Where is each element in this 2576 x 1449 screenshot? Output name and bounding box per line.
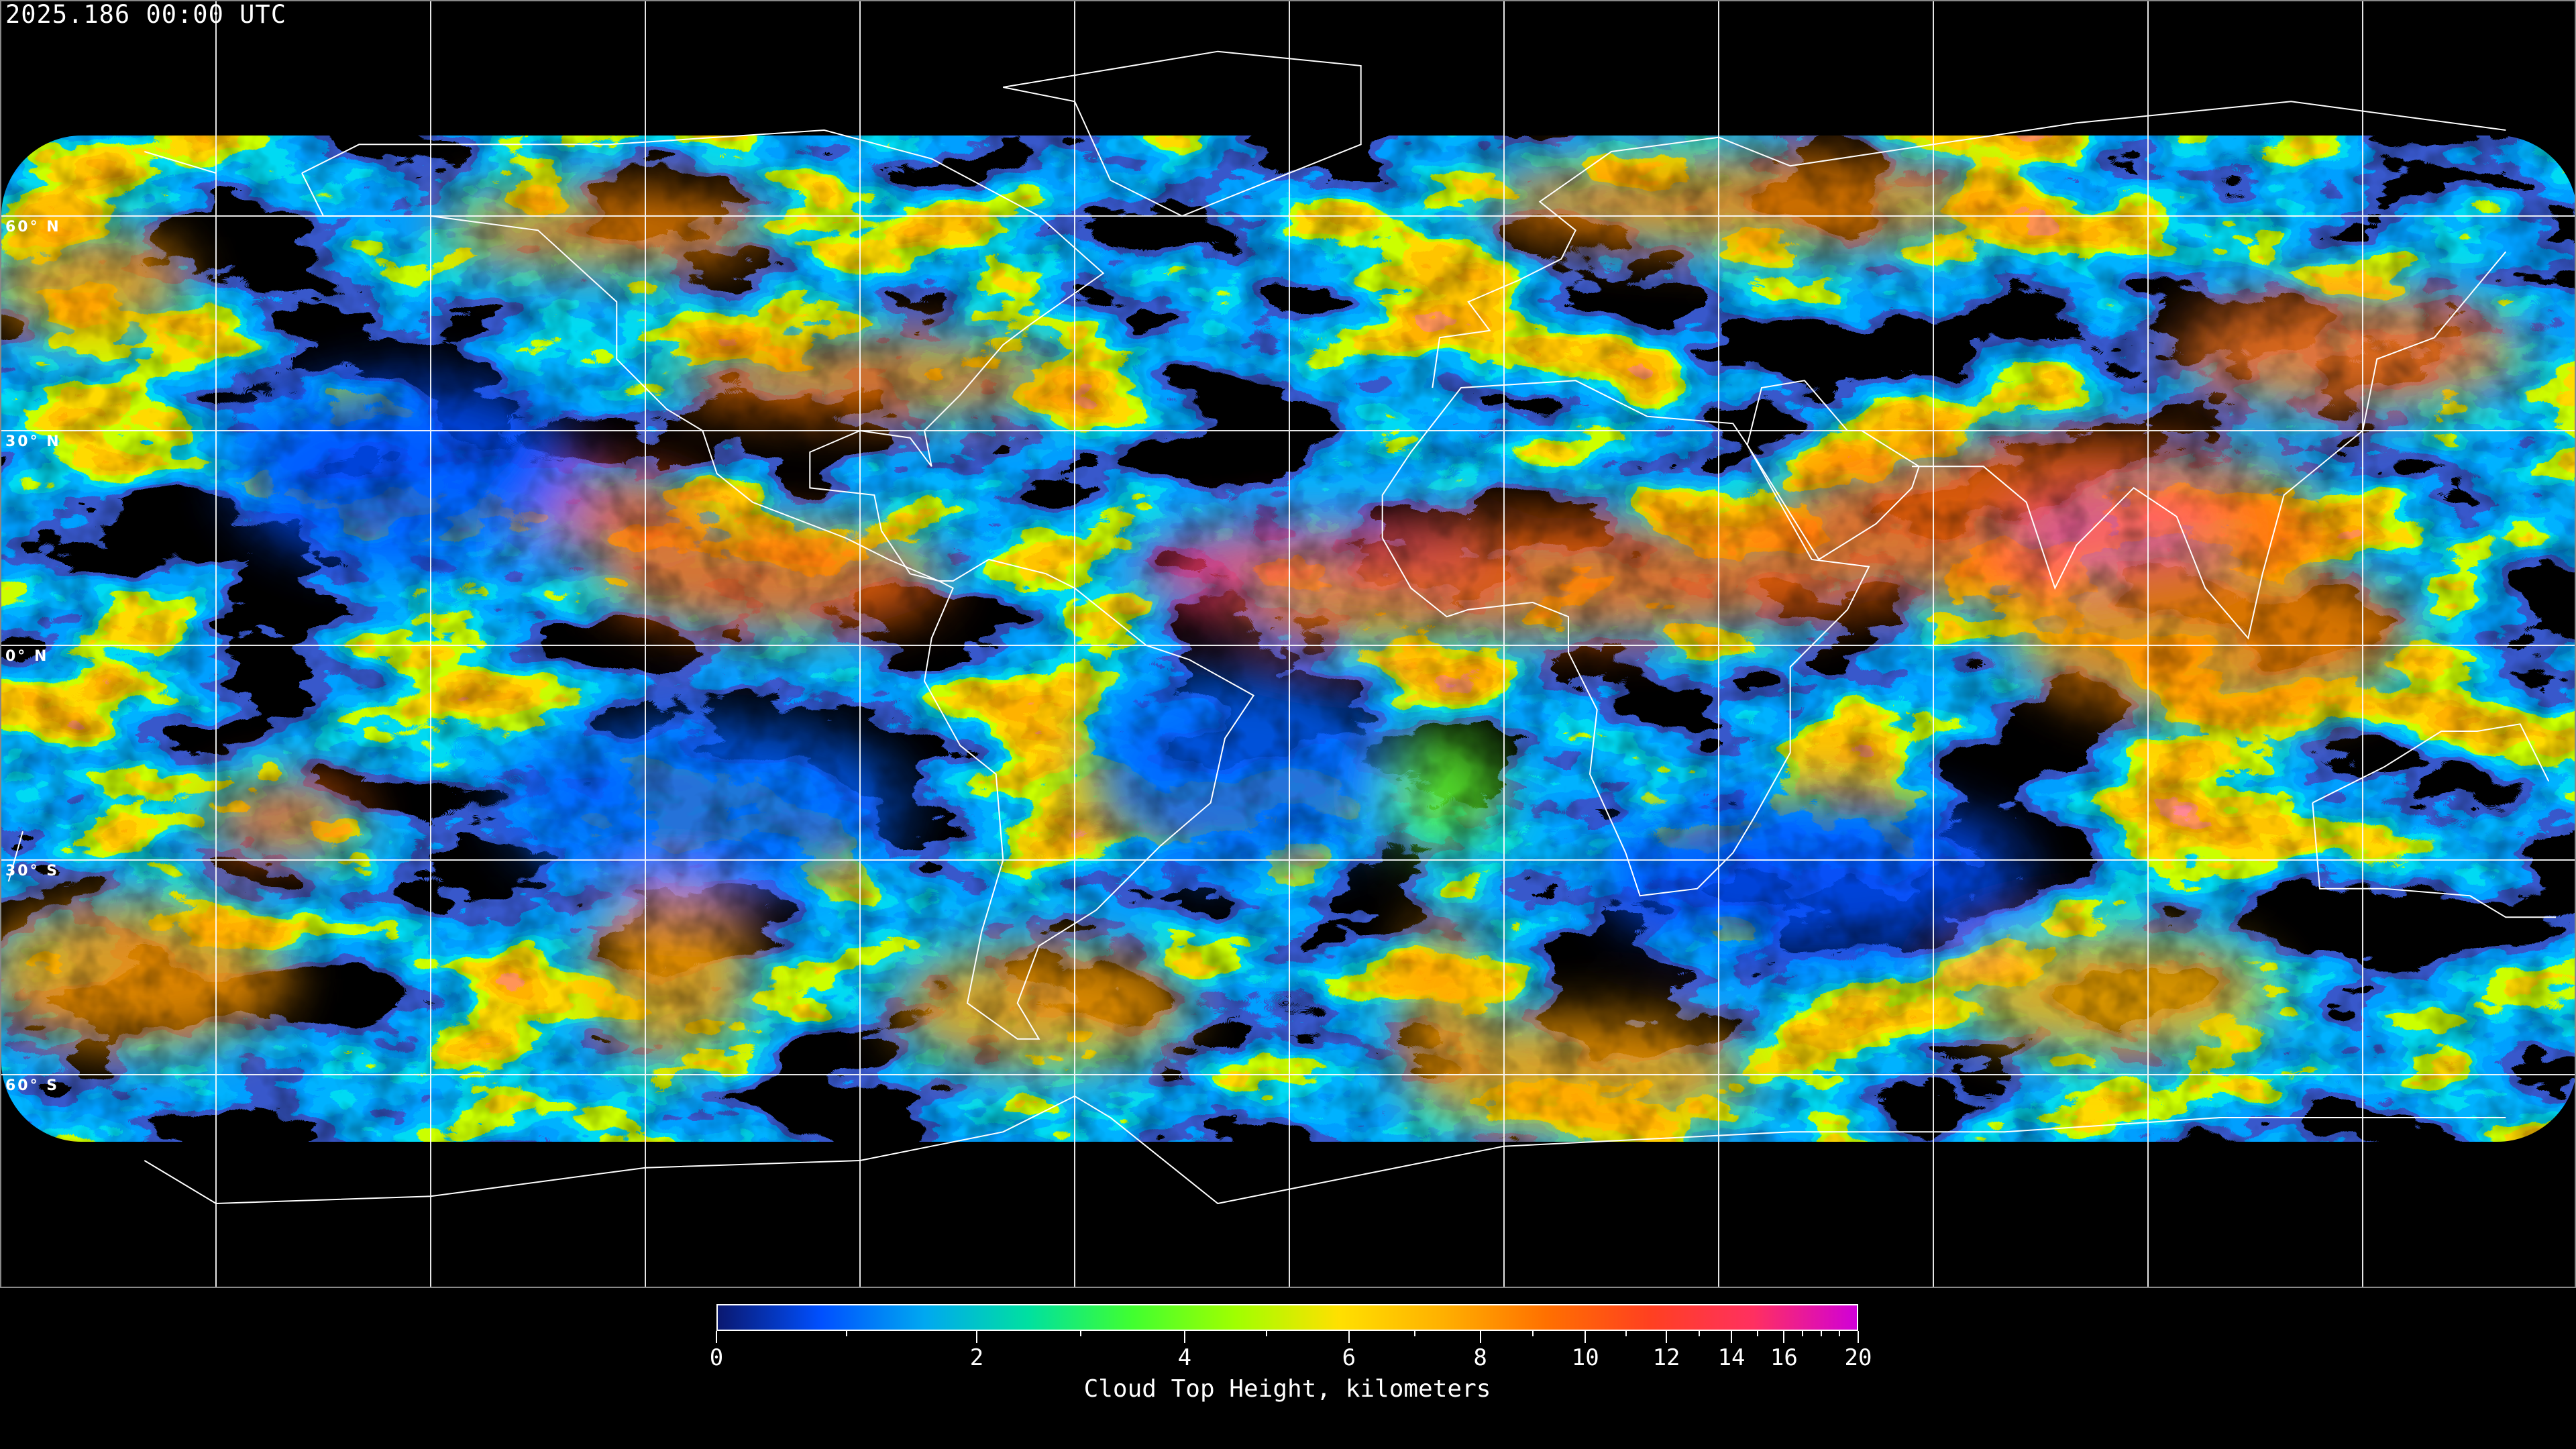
colorbar-minor-tick	[1698, 1331, 1700, 1336]
colorbar-tick-label: 20	[1844, 1344, 1872, 1371]
coastline	[1003, 50, 1362, 217]
colorbar-major-tick	[1783, 1331, 1785, 1343]
colorbar-tick-label: 6	[1342, 1344, 1356, 1371]
colorbar-minor-tick	[846, 1331, 848, 1336]
colorbar-tick-label: 0	[709, 1344, 724, 1371]
colorbar-minor-tick	[1532, 1331, 1534, 1336]
colorbar-minor-tick	[1413, 1331, 1415, 1336]
colorbar-tick-label: 4	[1177, 1344, 1192, 1371]
colorbar-major-tick	[1585, 1331, 1587, 1343]
colorbar-ticks: 0 2 4 6 8 10 12 14 16 20	[710, 1331, 1872, 1385]
lat-label-60s: 60° S	[5, 1077, 60, 1094]
colorbar-minor-tick	[1820, 1331, 1822, 1336]
colorbar-minor-tick	[1757, 1331, 1759, 1336]
colorbar-tick-label: 12	[1652, 1344, 1680, 1371]
colorbar	[716, 1304, 1858, 1331]
colorbar-major-tick	[1348, 1331, 1350, 1343]
colorbar-major-tick	[976, 1331, 978, 1343]
lat-label-30n: 30° N	[5, 433, 61, 450]
colorbar-major-tick	[1666, 1331, 1668, 1343]
colorbar-tick-label: 2	[969, 1344, 984, 1371]
coastline	[301, 129, 1255, 1040]
graticule	[1, 1, 2575, 1287]
colorbar-tick-label: 16	[1770, 1344, 1798, 1371]
cloud-top-height-map: 2025.186 00:00 UTC	[0, 0, 2576, 1288]
colorbar-minor-tick	[1266, 1331, 1268, 1336]
colorbar-major-tick	[1183, 1331, 1185, 1343]
timestamp-title: 2025.186 00:00 UTC	[5, 0, 286, 29]
coastlines	[7, 50, 2556, 1205]
colorbar-major-tick	[1479, 1331, 1481, 1343]
colorbar-minor-tick	[1625, 1331, 1627, 1336]
coastline	[1746, 380, 1920, 561]
lat-label-60n: 60° N	[5, 219, 61, 235]
colorbar-major-tick	[716, 1331, 717, 1343]
coastline	[1381, 380, 1870, 897]
colorbar-tick-label: 8	[1473, 1344, 1487, 1371]
colorbar-tick-label: 14	[1717, 1344, 1746, 1371]
lat-label-30s: 30° S	[5, 863, 60, 879]
colorbar-minor-tick	[1079, 1331, 1081, 1336]
lat-label-0n: 0° N	[5, 648, 49, 665]
colorbar-minor-tick	[1802, 1331, 1804, 1336]
colorbar-major-tick	[1731, 1331, 1733, 1343]
colorbar-tick-label: 10	[1571, 1344, 1599, 1371]
colorbar-major-tick	[1858, 1331, 1859, 1343]
coastline	[7, 723, 2556, 918]
coastline	[144, 101, 2506, 388]
satellite-imagery	[1, 1, 2575, 1287]
colorbar-label: Cloud Top Height, kilometers	[1083, 1375, 1491, 1403]
colorbar-minor-tick	[1839, 1331, 1841, 1336]
